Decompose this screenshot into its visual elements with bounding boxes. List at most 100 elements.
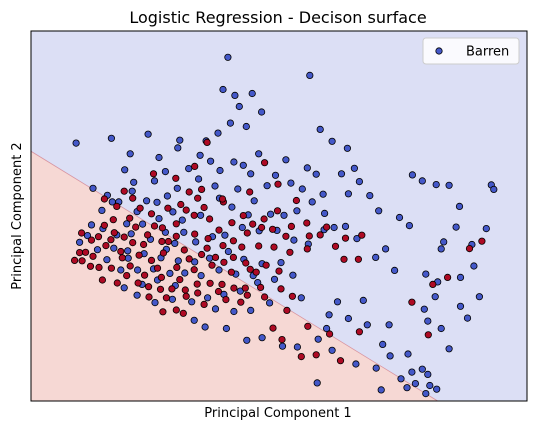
scatter-point-class1-25 [158,224,166,232]
plot-frame [30,30,528,402]
scatter-point-class0-144 [420,305,428,313]
scatter-point-class0-118 [325,311,333,319]
scatter-point-class0-83 [238,223,246,232]
scatter-point-class1-58 [206,279,214,287]
scatter-point-class1-50 [220,258,228,266]
scatter-point-class0-197 [151,298,159,307]
scatter-point-class0-154 [313,379,321,387]
scatter-point-class1-10 [255,242,263,250]
scatter-point-class0-131 [352,360,360,368]
scatter-point-class1-87 [325,330,334,338]
scatter-point-class1-128 [144,231,152,239]
scatter-point-class0-36 [366,192,374,200]
scatter-point-class0-17 [350,164,358,172]
scatter-point-class0-95 [110,244,118,252]
scatter-point-class0-165 [216,166,224,175]
scatter-point-class1-130 [172,232,180,240]
scatter-point-class1-63 [145,283,153,291]
scatter-point-class1-148 [77,229,86,237]
scatter-point-class0-6 [248,89,256,98]
scatter-point-class1-142 [110,229,118,237]
scatter-point-class0-12 [242,122,250,131]
scatter-point-class1-17 [340,255,348,263]
scatter-point-class0-96 [124,254,132,262]
scatter-point-class1-69 [145,293,153,301]
scatter-point-class0-199 [124,247,132,255]
scatter-point-class0-57 [163,192,171,200]
scatter-point-class0-186 [166,269,174,277]
scatter-point-class1-45 [180,246,188,254]
scatter-point-class0-66 [197,211,205,219]
scatter-point-class0-99 [174,257,182,265]
scatter-point-class0-3 [231,91,239,100]
scatter-point-class1-84 [278,335,286,344]
scatter-point-class1-103 [191,162,199,170]
scatter-point-class1-124 [70,256,79,264]
scatter-point-class1-38 [102,242,110,250]
scatter-point-class0-193 [247,306,255,314]
scatter-point-class0-1 [306,71,314,80]
scatter-point-class1-66 [113,279,121,287]
scatter-point-class1-52 [242,259,250,267]
scatter-point-class0-138 [424,370,432,378]
scatter-point-class1-72 [200,300,208,308]
scatter-point-class0-50 [456,273,465,281]
scatter-point-class0-19 [408,171,416,179]
scatter-point-class0-146 [475,293,483,301]
scatter-point-class1-91 [424,331,432,339]
scatter-point-class0-136 [408,368,416,376]
scatter-point-class0-72 [293,207,301,215]
scatter-point-class1-82 [283,306,291,314]
scatter-point-class0-51 [470,262,478,270]
scatter-point-class1-46 [185,255,193,263]
scatter-point-class1-1 [261,159,269,167]
scatter-point-class1-16 [305,232,313,240]
scatter-point-class1-67 [86,262,95,270]
scatter-point-class0-189 [215,266,223,274]
scatter-point-class1-3 [322,223,331,231]
scatter-point-class1-65 [123,272,131,280]
scatter-point-class1-95 [149,170,158,178]
scatter-point-class0-14 [316,125,324,134]
scatter-point-class0-181 [75,238,84,246]
scatter-point-class0-148 [431,293,439,301]
scatter-point-class1-26 [215,226,223,234]
scatter-point-class1-135 [141,271,149,279]
scatter-point-class0-58 [89,184,97,192]
scatter-point-class0-39 [405,222,413,230]
scatter-point-class1-119 [208,261,216,269]
scatter-point-class0-171 [319,190,327,198]
scatter-point-class0-42 [482,225,490,233]
scatter-point-class0-47 [390,266,399,274]
scatter-point-class0-86 [192,238,200,246]
scatter-point-class0-45 [381,245,390,253]
scatter-point-class1-108 [269,225,277,233]
scatter-point-class0-117 [297,294,305,302]
scatter-point-class1-134 [126,262,134,270]
scatter-point-class1-62 [156,285,165,293]
scatter-point-class0-13 [174,144,182,152]
scatter-point-class0-180 [87,221,96,229]
scatter-point-class1-125 [81,248,90,256]
scatter-point-class0-147 [463,314,472,322]
scatter-point-class0-122 [201,323,209,331]
scatter-point-class1-104 [218,195,227,203]
scatter-point-class0-2 [219,85,227,94]
scatter-point-class0-43 [440,238,448,246]
scatter-point-class0-183 [117,266,125,274]
scatter-point-class0-172 [250,197,258,205]
scatter-point-class1-126 [94,233,103,241]
scatter-point-class0-121 [385,321,393,329]
scatter-point-class0-129 [314,335,322,343]
scatter-point-class0-77 [353,235,361,243]
scatter-point-class1-136 [157,273,165,281]
scatter-point-class0-187 [181,269,189,277]
scatter-point-class0-120 [363,321,371,329]
scatter-point-class0-33 [312,170,320,178]
scatter-point-class0-20 [418,177,426,185]
scatter-point-class1-9 [270,243,278,251]
scatter-point-class0-132 [372,364,380,372]
scatter-point-class0-40 [452,223,460,231]
scatter-point-class1-30 [129,194,137,202]
